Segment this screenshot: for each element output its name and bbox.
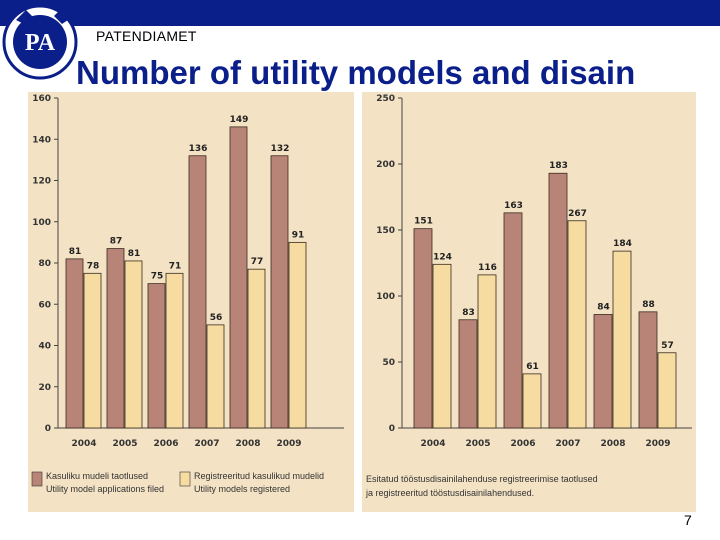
x-category-label: 2005 <box>112 439 137 449</box>
bar-registered-2007 <box>567 220 587 429</box>
x-category-label: 2004 <box>71 439 96 449</box>
bar-registered-2004 <box>83 272 102 429</box>
y-tick-label: 120 <box>32 177 51 187</box>
bar-filed-2004 <box>413 228 433 429</box>
data-label: 83 <box>462 308 475 318</box>
data-label: 149 <box>230 115 249 125</box>
y-tick-label: 0 <box>45 424 51 434</box>
bar-registered-2008 <box>612 250 632 429</box>
data-label: 71 <box>169 261 182 271</box>
legend-applications-et: Kasuliku mudeli taotlused <box>46 471 148 481</box>
y-tick-label: 100 <box>376 292 395 302</box>
data-label: 163 <box>504 201 523 211</box>
y-tick-label: 0 <box>389 424 395 434</box>
x-category-label: 2008 <box>235 439 260 449</box>
organization-name: PATENDIAMET <box>96 28 197 44</box>
bar-filed-2005 <box>458 319 478 429</box>
x-category-label: 2007 <box>555 439 580 449</box>
data-label: 184 <box>613 239 632 249</box>
legend-applications-en: Utility model applications filed <box>46 484 164 494</box>
x-category-label: 2006 <box>510 439 535 449</box>
y-tick-label: 20 <box>38 383 51 393</box>
legend-swatch-registered <box>179 471 191 487</box>
bar-filed-2007 <box>188 155 207 429</box>
y-tick-label: 150 <box>376 226 395 236</box>
bar-registered-2005 <box>477 274 497 429</box>
industrial-design-chart: 0 50 100 150 200 250 151 124 83 116 163 61 183 267 84… <box>362 92 696 512</box>
x-category-label: 2004 <box>420 439 445 449</box>
bar-registered-2007 <box>206 324 225 429</box>
data-label: 75 <box>151 272 164 282</box>
legend-swatch-applications <box>31 471 43 487</box>
x-category-label: 2009 <box>276 439 301 449</box>
bar-filed-2007 <box>548 172 568 429</box>
page-number: 7 <box>684 512 692 528</box>
top-bar <box>0 0 720 26</box>
bar-registered-2009 <box>288 241 307 429</box>
x-category-label: 2005 <box>465 439 490 449</box>
y-tick-label: 250 <box>376 94 395 104</box>
x-category-label: 2006 <box>153 439 178 449</box>
logo-letters: PA <box>25 30 56 56</box>
data-label: 136 <box>189 144 208 154</box>
legend-design-line1: Esitatud tööstusdisainilahenduse registr… <box>366 474 598 484</box>
bar-registered-2006 <box>165 272 184 429</box>
bar-filed-2006 <box>147 283 166 429</box>
bar-filed-2004 <box>65 258 84 429</box>
y-tick-label: 160 <box>32 94 51 104</box>
utility-model-chart: 0 20 40 60 80 100 120 140 160 81 78 87 81 75 71 136 56 1… <box>28 92 354 512</box>
y-tick-label: 200 <box>376 160 395 170</box>
data-label: 77 <box>251 257 264 267</box>
data-label: 91 <box>292 230 305 240</box>
legend-registered-en: Utility models registered <box>194 484 290 494</box>
data-label: 151 <box>414 217 433 227</box>
bar-registered-2009 <box>657 352 677 429</box>
data-label: 183 <box>549 161 568 171</box>
bar-registered-2005 <box>124 260 143 429</box>
data-label: 88 <box>642 300 655 310</box>
data-label: 81 <box>69 247 82 257</box>
bar-registered-2004 <box>432 263 452 429</box>
data-label: 84 <box>597 302 610 312</box>
data-label: 267 <box>568 209 587 219</box>
y-tick-label: 60 <box>38 300 51 310</box>
bar-filed-2005 <box>106 248 125 429</box>
logo-wings-icon <box>16 10 68 24</box>
slide-title: Number of utility models and disain <box>76 54 636 91</box>
data-label: 56 <box>210 313 223 323</box>
logo-disc <box>13 15 67 69</box>
data-label: 87 <box>110 237 123 247</box>
bar-registered-2006 <box>522 373 542 429</box>
legend-registered-et: Registreeritud kasulikud mudelid <box>194 471 324 481</box>
data-label: 81 <box>128 249 141 259</box>
patent-office-logo: PA <box>2 4 78 80</box>
data-label: 132 <box>271 144 290 154</box>
bar-filed-2006 <box>503 212 523 429</box>
bar-registered-2008 <box>247 268 266 429</box>
x-category-label: 2009 <box>645 439 670 449</box>
y-tick-label: 100 <box>32 218 51 228</box>
data-label: 116 <box>478 263 497 273</box>
legend-design-line2: ja registreeritud tööstusdisainilahendus… <box>365 488 534 498</box>
bar-filed-2008 <box>229 126 248 429</box>
bar-filed-2008 <box>593 314 613 429</box>
y-tick-label: 140 <box>32 135 51 145</box>
bar-filed-2009 <box>270 155 289 429</box>
data-label: 57 <box>661 341 674 351</box>
data-label: 78 <box>87 261 100 271</box>
data-label: 61 <box>526 362 539 372</box>
y-tick-label: 80 <box>38 259 51 269</box>
y-tick-label: 40 <box>38 342 51 352</box>
x-category-label: 2008 <box>600 439 625 449</box>
y-tick-label: 50 <box>382 358 395 368</box>
bar-filed-2009 <box>638 311 658 429</box>
data-label: 124 <box>433 252 452 262</box>
x-category-label: 2007 <box>194 439 219 449</box>
